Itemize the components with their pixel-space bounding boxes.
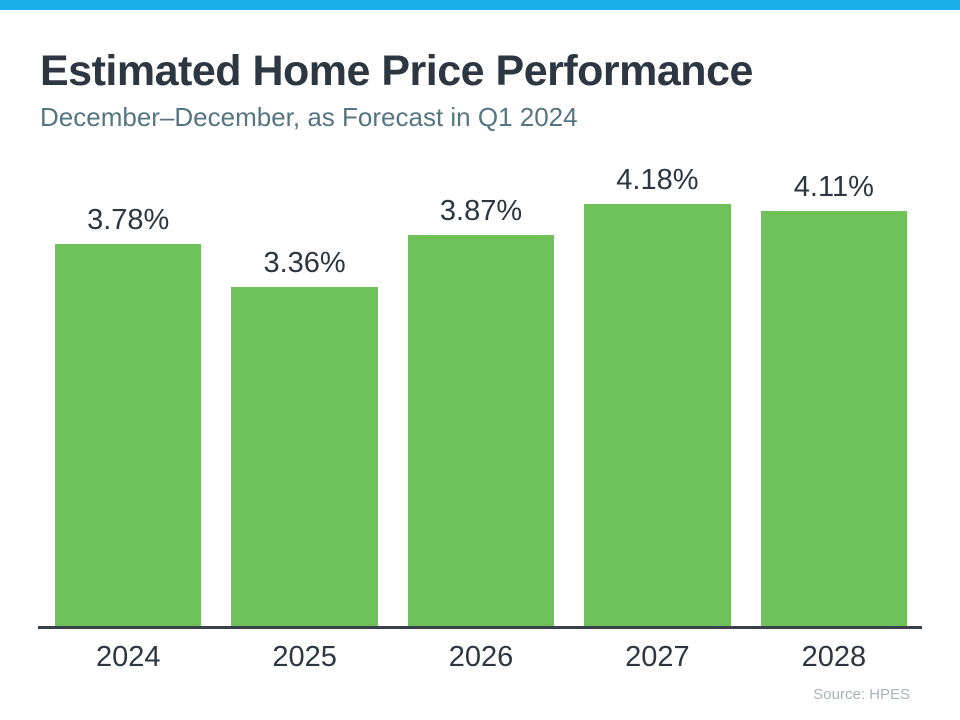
x-axis-labels: 2024 2025 2026 2027 2028 [38,641,922,674]
bar-column-2025: 3.36% [231,247,378,626]
bar-2027 [584,204,731,626]
bar-2024 [55,244,202,626]
bar-value-label: 3.36% [263,247,346,280]
top-accent-bar [0,0,960,10]
bar-value-label: 4.18% [616,164,699,197]
bar-column-2028: 4.11% [760,171,908,626]
bar-column-2024: 3.78% [55,204,202,626]
bar-column-2026: 3.87% [407,195,555,626]
bar-chart: 3.78% 3.36% 3.87% 4.18% 4.11% 2024 2025 2026 20… [38,0,922,674]
bar-value-label: 3.87% [439,195,523,228]
x-axis-label: 2025 [272,641,337,673]
source-note: Source: HPES [813,686,910,703]
bar-2025 [231,287,378,626]
x-axis-label: 2028 [801,641,867,673]
bar-value-label: 3.78% [87,204,170,237]
bar-column-2027: 4.18% [584,164,731,626]
bar-2028 [760,211,908,626]
x-axis-label: 2027 [625,641,690,673]
bar-2026 [407,235,555,626]
chart-subtitle: December–December, as Forecast in Q1 202… [40,102,578,132]
x-axis-label: 2026 [448,641,514,673]
plot-area: 3.78% 3.36% 3.87% 4.18% 4.11% [38,0,922,629]
bar-value-label: 4.11% [793,171,874,204]
chart-title: Estimated Home Price Performance [40,47,753,95]
x-axis-label: 2024 [95,641,161,673]
